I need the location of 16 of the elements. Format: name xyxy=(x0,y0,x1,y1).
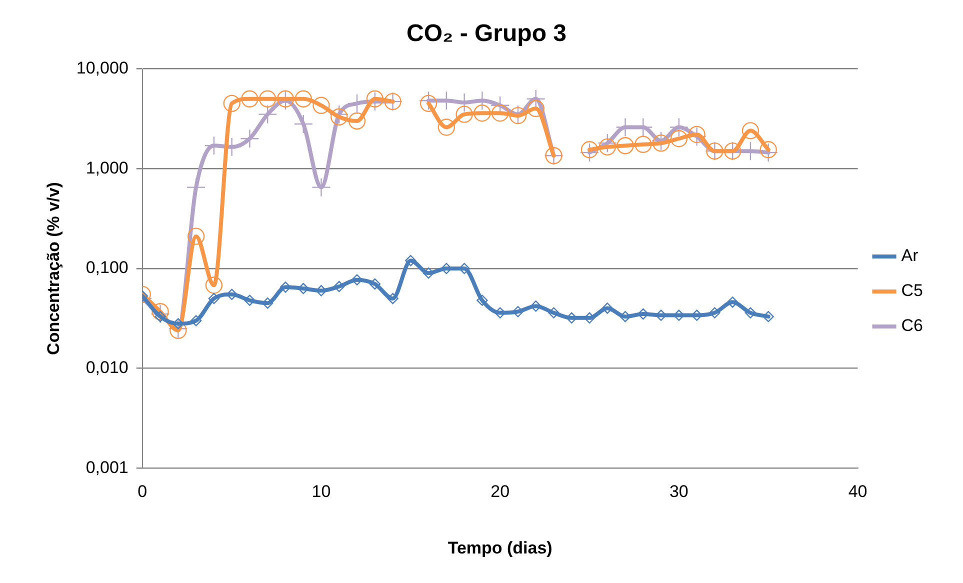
legend-label: C6 xyxy=(901,316,924,336)
x-tick-label: 40 xyxy=(848,482,868,502)
y-tick-label: 1,000 xyxy=(86,158,128,178)
x-axis-title: Tempo (dias) xyxy=(448,538,552,558)
x-tick-label: 30 xyxy=(669,482,688,502)
y-axis-title: Concentração (% v/v) xyxy=(44,182,63,355)
x-tick-label: 20 xyxy=(490,482,510,502)
x-tick-label: 0 xyxy=(138,482,148,502)
legend-label: C5 xyxy=(901,281,924,300)
y-tick-label: 10,000 xyxy=(76,58,128,78)
y-tick-label: 0,001 xyxy=(86,458,128,477)
chart-title: CO₂ - Grupo 3 xyxy=(406,20,566,48)
y-tick-label: 0,010 xyxy=(86,358,128,378)
x-tick-label: 10 xyxy=(312,482,331,502)
legend-label: Ar xyxy=(901,246,919,266)
y-tick-label: 0,100 xyxy=(86,258,128,278)
